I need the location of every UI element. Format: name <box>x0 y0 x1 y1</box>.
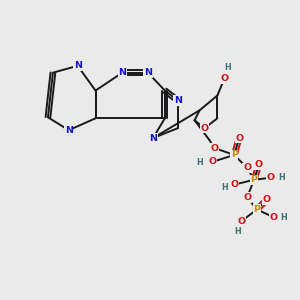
Text: P: P <box>231 151 238 160</box>
Text: N: N <box>65 126 73 135</box>
Text: N: N <box>149 134 157 142</box>
Text: O: O <box>237 217 245 226</box>
Text: O: O <box>263 195 271 204</box>
Text: N: N <box>174 96 182 105</box>
Text: O: O <box>243 163 251 172</box>
Text: H: H <box>224 63 231 72</box>
Text: H: H <box>221 183 228 192</box>
Text: H: H <box>280 213 287 222</box>
Text: O: O <box>200 124 208 133</box>
Text: O: O <box>243 193 251 202</box>
Text: O: O <box>235 134 243 142</box>
Text: H: H <box>278 173 285 182</box>
Text: N: N <box>144 68 152 77</box>
Text: O: O <box>220 74 228 83</box>
Text: P: P <box>250 175 257 184</box>
Text: O: O <box>208 158 217 166</box>
Text: O: O <box>210 143 218 152</box>
Text: P: P <box>254 205 260 214</box>
Text: H: H <box>196 158 203 167</box>
Text: N: N <box>74 61 82 70</box>
Text: O: O <box>230 180 238 189</box>
Text: N: N <box>118 68 126 77</box>
Text: O: O <box>270 213 278 222</box>
Text: O: O <box>255 160 263 169</box>
Text: H: H <box>234 227 241 236</box>
Text: O: O <box>267 173 275 182</box>
